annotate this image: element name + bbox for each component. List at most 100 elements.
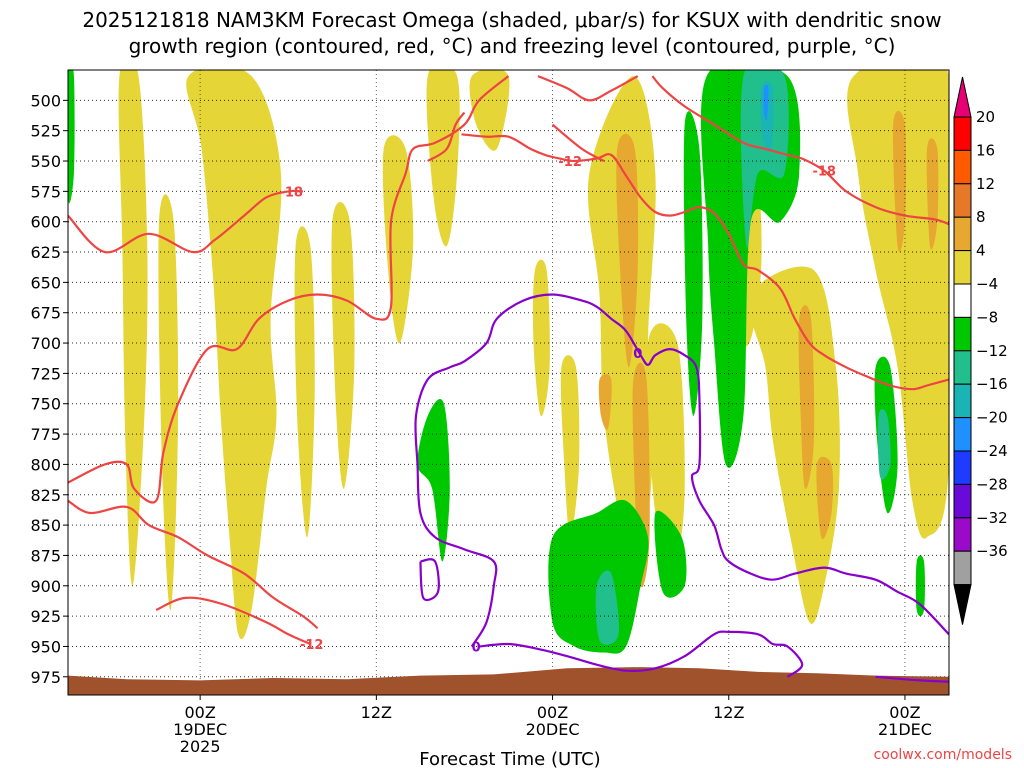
colorbar-bin <box>953 250 972 285</box>
y-tick-label: 925 <box>30 607 61 626</box>
colorbar-bin <box>953 216 972 252</box>
omega-region-4 <box>532 259 550 417</box>
colorbar-bin <box>953 417 972 452</box>
omega-region-8 <box>926 138 939 250</box>
credit-text: coolwx.com/models <box>874 747 1012 763</box>
y-tick-label: 875 <box>30 546 61 565</box>
dendritic-contour-line <box>551 123 605 162</box>
dendritic-contour-line <box>155 596 311 646</box>
colorbar-bin <box>953 283 972 318</box>
omega-region-8 <box>798 305 815 490</box>
colorbar-label: 20 <box>976 108 995 126</box>
colorbar-bin <box>953 517 972 552</box>
dendritic-contour-line <box>427 111 466 162</box>
dendritic-contour-line <box>68 75 510 504</box>
freezing-contour-line <box>414 293 949 648</box>
omega-region-neg8 <box>877 409 891 480</box>
omega-region-8 <box>816 456 834 540</box>
x-tick-label: 12Z <box>713 703 744 722</box>
y-tick-label: 775 <box>30 425 61 444</box>
dendritic-contour-line <box>461 133 949 391</box>
omega-region-neg16 <box>763 84 769 120</box>
y-tick-label: 900 <box>30 577 61 596</box>
colorbar-label: 12 <box>976 175 995 193</box>
omega-region-neg4 <box>68 70 75 204</box>
grid-lines <box>68 70 949 695</box>
omega-region-4 <box>560 355 580 538</box>
omega-region-4 <box>158 194 179 611</box>
omega-region-4 <box>118 70 148 586</box>
colorbar-bin <box>953 450 972 485</box>
dendritic-contour-label: -18 <box>812 165 836 180</box>
dendritic-contour-label: -12 <box>558 155 582 170</box>
dendritic-contour-label: -12 <box>300 638 324 653</box>
colorbar-label: −28 <box>976 475 1008 493</box>
colorbar-label: −32 <box>976 509 1008 527</box>
y-tick-label: 575 <box>30 182 61 201</box>
y-tick-label: 550 <box>30 152 61 171</box>
freezing-contour-label: 0 <box>472 640 481 655</box>
freezing-level-contours: 00 <box>414 293 949 683</box>
colorbar-bin <box>953 116 972 151</box>
omega-region-neg4 <box>548 499 649 654</box>
x-tick-label: 00Z <box>184 703 215 722</box>
y-tick-label: 725 <box>30 364 61 383</box>
colorbar-bin <box>953 383 972 419</box>
colorbar: 20 16 12 8 4 −4 −8 −12 −16 −20 −24 −28 −32 −36 <box>953 76 1008 625</box>
colorbar-top-arrow <box>953 76 972 118</box>
x-tick-label: 20DEC <box>526 720 580 739</box>
y-axis: 500 525 550 575 600 625 650 675 700 725 750 775 800 8… <box>30 91 68 687</box>
colorbar-label: −36 <box>976 542 1008 560</box>
omega-region-neg4 <box>654 510 687 598</box>
omega-region-neg4 <box>683 111 703 416</box>
colorbar-label: −12 <box>976 342 1008 360</box>
omega-shading-layer <box>68 70 949 654</box>
freezing-contour-line <box>419 558 440 602</box>
colorbar-label: 16 <box>976 141 995 159</box>
colorbar-label: −16 <box>976 375 1008 393</box>
dendritic-contours: -18 -12 -12 -18 <box>68 75 949 653</box>
plot-frame <box>67 69 950 696</box>
y-tick-label: 825 <box>30 486 61 505</box>
terrain-band <box>68 667 949 695</box>
colorbar-bin <box>953 350 972 385</box>
dendritic-contour-label: -18 <box>279 185 303 200</box>
colorbar-bin <box>953 316 972 352</box>
omega-region-neg8 <box>740 70 789 249</box>
omega-region-4 <box>186 70 282 640</box>
omega-region-4 <box>748 266 840 624</box>
y-tick-label: 800 <box>30 455 61 474</box>
x-tick-label: 00Z <box>537 703 568 722</box>
terrain-layer <box>68 667 949 695</box>
x-tick-label: 21DEC <box>878 720 932 739</box>
chart-title: 2025121818 NAM3KM Forecast Omega (shaded… <box>82 8 941 58</box>
colorbar-label: −8 <box>976 308 998 326</box>
colorbar-bottom-arrow <box>953 584 972 625</box>
y-tick-label: 850 <box>30 516 61 535</box>
colorbar-bin <box>953 183 972 218</box>
colorbar-label: 8 <box>976 208 986 226</box>
colorbar-label: −20 <box>976 409 1008 427</box>
freezing-contour-line <box>875 675 949 683</box>
dendritic-contour-line <box>651 75 949 226</box>
y-tick-label: 700 <box>30 334 61 353</box>
omega-region-4 <box>847 70 949 539</box>
dendritic-contour-line <box>68 189 303 254</box>
omega-region-4 <box>469 70 510 151</box>
y-tick-label: 975 <box>30 668 61 687</box>
colorbar-bin <box>953 483 972 519</box>
x-tick-label: 00Z <box>889 703 920 722</box>
omega-region-4 <box>331 201 355 489</box>
y-tick-label: 750 <box>30 395 61 414</box>
x-axis-title: Forecast Time (UTC) <box>419 749 600 768</box>
omega-region-8 <box>598 374 612 430</box>
y-tick-label: 500 <box>30 91 61 110</box>
y-tick-label: 525 <box>30 122 61 141</box>
dendritic-contour-line <box>537 75 639 102</box>
y-tick-label: 625 <box>30 243 61 262</box>
omega-region-4 <box>426 70 460 247</box>
omega-region-4 <box>294 226 315 538</box>
dendritic-contour-line <box>68 499 319 630</box>
